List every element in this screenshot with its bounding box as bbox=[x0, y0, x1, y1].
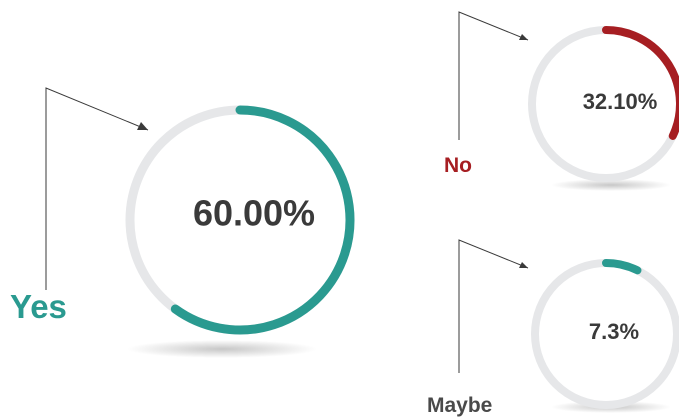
donut-maybe-arc bbox=[602, 259, 642, 275]
connector-yes-arrowhead bbox=[137, 122, 148, 130]
donut-no-value: 32.10% bbox=[583, 89, 658, 114]
donut-no: 32.10% bbox=[528, 26, 679, 191]
label-maybe: Maybe bbox=[427, 394, 492, 417]
donut-maybe: 7.3% bbox=[531, 259, 679, 413]
connector-no bbox=[458, 11, 529, 140]
donut-yes-shadow bbox=[127, 340, 317, 358]
donut-no-arc bbox=[602, 26, 679, 140]
connector-yes bbox=[45, 87, 149, 290]
label-no: No bbox=[444, 154, 472, 177]
label-yes: Yes bbox=[10, 288, 67, 325]
connector-no-arrowhead bbox=[519, 34, 528, 40]
donut-yes-value: 60.00% bbox=[193, 193, 315, 234]
donut-maybe-value: 7.3% bbox=[589, 319, 639, 344]
connector-maybe bbox=[458, 239, 529, 373]
donut-yes: 60.00% bbox=[125, 105, 355, 358]
donut-yes-arc bbox=[170, 105, 355, 335]
connector-maybe-arrowhead bbox=[519, 262, 528, 268]
donut-no-shadow bbox=[551, 179, 671, 191]
